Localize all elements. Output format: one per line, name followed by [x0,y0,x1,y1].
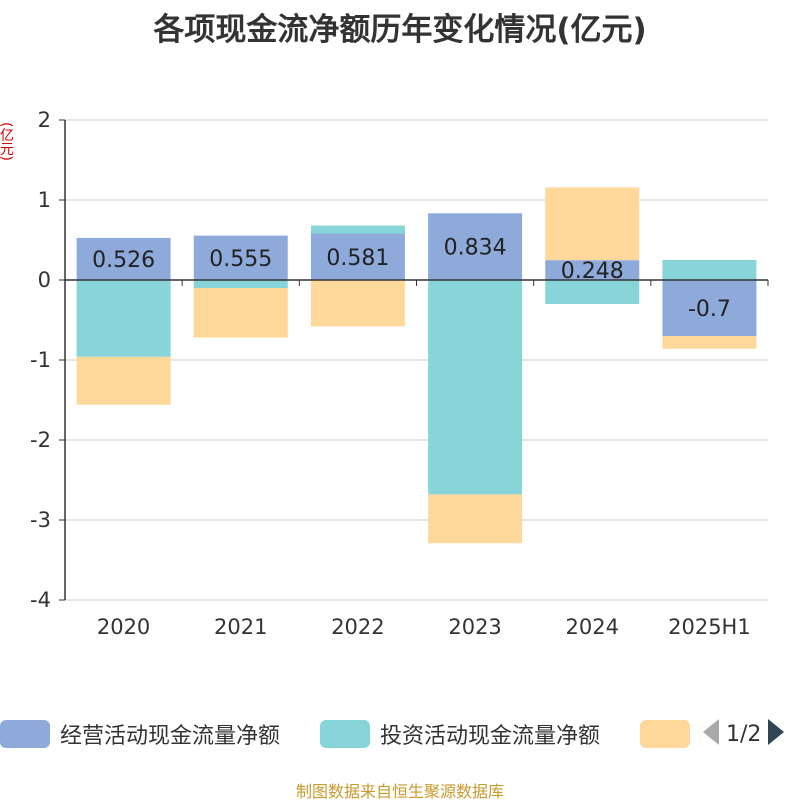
triangle-right-icon[interactable] [767,718,785,750]
legend-item-investing[interactable]: 投资活动现金流量净额 [320,716,600,752]
legend-page-indicator: 1/2 [726,721,762,747]
legend-label-operating: 经营活动现金流量净额 [60,724,281,749]
bar-2020-series-1 [76,280,171,357]
y-tick-label: 0 [38,268,51,292]
y-tick-label: -1 [30,348,51,372]
data-label: 0.834 [444,236,507,261]
bar-2025H1-series-2 [662,336,757,349]
legend-swatch-investing [320,720,370,748]
y-tick-label: -4 [30,588,51,612]
y-tick-label: 2 [38,108,51,132]
x-tick-label: 2025H1 [668,615,751,639]
bar-2021-series-2 [193,288,288,338]
legend-swatch-third [640,720,690,748]
grid-lines [65,119,768,601]
x-tick-label: 2020 [97,615,150,639]
bar-2024-series-1 [545,280,640,304]
bar-2021-series-0 [193,235,288,280]
bar-2022-series-2 [310,280,405,327]
legend-swatch-operating [0,720,50,748]
legend-item-operating[interactable]: 经营活动现金流量净额 [0,716,280,752]
y-axis-label: (亿元) [0,122,14,161]
bar-2025H1-series-0 [662,280,757,336]
legend: 经营活动现金流量净额 投资活动现金流量净额 1/2 [0,716,800,752]
data-label: 0.526 [92,248,155,273]
bars [76,187,757,544]
x-tick-label: 2024 [566,615,619,639]
triangle-left-icon[interactable] [702,718,720,750]
bar-2025H1-series-1 [662,260,757,280]
x-tick-label: 2023 [448,615,501,639]
bar-2024-series-2 [545,187,640,261]
data-label: -0.7 [688,297,731,322]
legend-item-third[interactable] [640,716,690,752]
legend-label-investing: 投资活动现金流量净额 [380,724,601,749]
chart-title: 各项现金流净额历年变化情况(亿元) [153,12,647,48]
chart-plot: 2 1 0 -1 -2 -3 -4 2020 2021 2022 2023 2024 2025H1 0.… [30,108,769,639]
data-labels: 2020 2021 2022 2023 2024 2025H1 0.526 0.555 0.58… [92,236,751,639]
y-tick-label: -2 [30,428,51,452]
bar-2022-series-0 [310,233,405,280]
y-tick-label: 1 [38,188,51,212]
axes: 2 1 0 -1 -2 -3 -4 [30,108,769,612]
data-label: 0.581 [326,246,389,271]
x-tick-label: 2021 [214,615,267,639]
footer-source: 制图数据来自恒生聚源数据库 [295,782,504,801]
bar-2023-series-0 [428,213,523,280]
bar-2023-series-2 [428,494,523,544]
bar-2023-series-1 [428,280,523,495]
data-label: 0.555 [209,247,272,272]
x-tick-label: 2022 [331,615,384,639]
y-tick-label: -3 [30,508,51,532]
legend-pager: 1/2 [702,716,785,752]
bar-2022-series-1 [310,225,405,234]
bar-2020-series-0 [76,237,171,280]
data-label: 0.248 [561,259,624,284]
bar-2024-series-0 [545,260,640,280]
bar-2020-series-2 [76,356,171,405]
bar-2021-series-1 [193,280,288,288]
